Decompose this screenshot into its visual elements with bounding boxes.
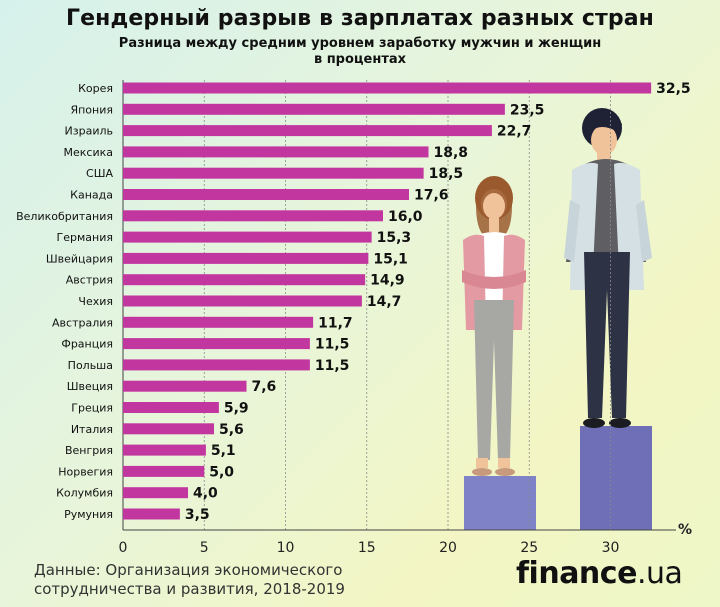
bar	[123, 465, 205, 477]
bar	[123, 231, 372, 243]
bar	[123, 508, 180, 520]
value-label: 15,3	[377, 230, 412, 246]
category-label: Италия	[71, 423, 113, 436]
bar	[123, 252, 369, 264]
value-label: 3,5	[185, 507, 210, 523]
category-label: Австралия	[52, 316, 113, 329]
bar	[123, 380, 247, 392]
x-tick-label: 5	[200, 540, 209, 556]
value-label: 22,7	[497, 124, 532, 140]
value-label: 14,7	[367, 294, 402, 310]
category-label: Израиль	[65, 125, 113, 138]
bar	[123, 316, 314, 328]
source-line-2: сотрудничества и развития, 2018-2019	[34, 580, 345, 598]
bar	[123, 295, 362, 307]
bar	[123, 189, 409, 200]
man-figure	[564, 108, 652, 428]
category-label: Норвегия	[58, 465, 113, 478]
illustration	[462, 108, 652, 530]
value-label: 18,8	[434, 145, 469, 161]
chart-subtitle: Разница между средним уровнем заработку …	[60, 36, 660, 68]
chart-title: Гендерный разрыв в зарплатах разных стра…	[66, 6, 654, 31]
category-label: Колумбия	[56, 487, 113, 500]
category-label: Великобритания	[16, 210, 113, 223]
x-tick-label: 0	[119, 540, 128, 556]
bar	[123, 167, 424, 179]
category-label: Япония	[70, 103, 113, 116]
x-tick-label: 25	[520, 540, 538, 556]
bar	[123, 210, 383, 222]
category-label: Польша	[68, 359, 113, 372]
value-label: 4,0	[193, 486, 218, 502]
value-label: 15,1	[373, 251, 408, 267]
bar	[123, 82, 652, 94]
value-label: 17,6	[414, 188, 449, 204]
category-label: Греция	[71, 402, 113, 415]
subtitle-line-2: в процентах	[313, 52, 407, 67]
category-label: Канада	[70, 189, 113, 202]
bar	[123, 146, 429, 158]
x-tick-label: 30	[602, 540, 620, 556]
category-label: Чехия	[78, 295, 113, 308]
value-label: 18,5	[429, 166, 464, 182]
bar	[123, 402, 219, 413]
category-label: США	[86, 167, 113, 180]
category-label: Румуния	[64, 508, 113, 521]
x-tick-label: 20	[439, 540, 457, 556]
bar	[123, 487, 188, 499]
plot-area: 0 5 10 15 20 25 30% Корея 32,5 Япония 23,5 Израиль 2…	[16, 80, 692, 556]
pedestal-right	[580, 426, 652, 530]
category-label: Германия	[57, 231, 113, 244]
value-label: 11,7	[318, 315, 353, 331]
pedestal-left	[464, 476, 536, 530]
value-label: 7,6	[252, 379, 277, 395]
woman-figure	[462, 176, 526, 476]
bar	[123, 359, 310, 371]
category-label: Швейцария	[46, 252, 113, 265]
category-label: Мексика	[64, 146, 113, 159]
category-label: Венгрия	[65, 444, 113, 457]
value-label: 11,5	[315, 358, 350, 374]
brand-tld: .ua	[636, 556, 683, 591]
value-label: 5,0	[209, 464, 234, 480]
value-label: 32,5	[656, 81, 691, 97]
bar	[123, 274, 366, 286]
x-unit-label: %	[678, 522, 692, 538]
subtitle-line-1: Разница между средним уровнем заработку …	[118, 36, 602, 51]
category-label: Австрия	[66, 274, 113, 287]
bar	[123, 338, 310, 350]
x-tick-label: 10	[277, 540, 295, 556]
value-label: 16,0	[388, 209, 423, 225]
source-line-1: Данные: Организация экономического	[34, 561, 343, 579]
bar	[123, 125, 492, 137]
category-label: Франция	[61, 338, 113, 351]
bar	[123, 444, 206, 456]
value-label: 14,9	[370, 273, 405, 289]
value-label: 11,5	[315, 337, 350, 353]
source-note: Данные: Организация экономического сотру…	[34, 561, 345, 599]
value-label: 5,9	[224, 401, 249, 417]
value-label: 23,5	[510, 102, 545, 118]
brand-logo: finance.ua	[516, 556, 683, 591]
value-label: 5,6	[219, 422, 244, 438]
brand-main: finance	[516, 556, 637, 591]
x-tick-label: 15	[358, 540, 376, 556]
bar	[123, 423, 214, 435]
bar	[123, 103, 505, 115]
category-label: Корея	[78, 82, 113, 95]
value-label: 5,1	[211, 443, 236, 459]
category-label: Швеция	[67, 380, 113, 393]
